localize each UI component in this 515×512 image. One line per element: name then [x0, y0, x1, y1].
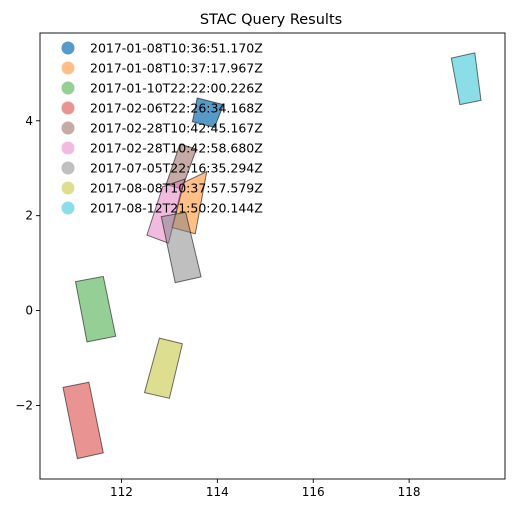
- footprint-polygon-7: [160, 211, 202, 284]
- axes: 112 114 116 118 −2 0 2 4: [15, 32, 506, 499]
- legend: 2017-01-08T10:36:51.170Z 2017-01-08T10:37…: [61, 41, 263, 216]
- legend-label: 2017-07-05T22:16:35.294Z: [90, 161, 263, 176]
- x-tick-label: 114: [206, 485, 229, 499]
- footprint-polygon-3: [74, 275, 117, 343]
- footprint-polygon-8: [143, 337, 184, 399]
- legend-label: 2017-08-12T21:50:20.144Z: [90, 201, 263, 216]
- chart-title: STAC Query Results: [200, 12, 342, 28]
- legend-marker: [61, 161, 75, 175]
- x-tick-label: 116: [302, 485, 325, 499]
- legend-label: 2017-02-06T22:26:34.168Z: [90, 101, 263, 116]
- legend-marker: [61, 121, 75, 135]
- y-tick-label: 4: [25, 114, 33, 128]
- axes-frame: [39, 32, 506, 480]
- legend-label: 2017-02-28T10:42:58.680Z: [90, 141, 263, 156]
- legend-marker: [61, 101, 75, 115]
- x-tick-label: 112: [110, 485, 133, 499]
- legend-label: 2017-02-28T10:42:45.167Z: [90, 121, 263, 136]
- legend-marker: [61, 61, 75, 75]
- footprint-polygon-9: [450, 52, 482, 106]
- y-tick-label: −2: [15, 398, 33, 412]
- legend-marker: [61, 141, 75, 155]
- legend-label: 2017-01-10T22:22:00.226Z: [90, 81, 263, 96]
- y-tick-label: 0: [25, 304, 33, 318]
- legend-marker: [61, 81, 75, 95]
- y-tick-label: 2: [25, 209, 33, 223]
- legend-marker: [61, 201, 75, 215]
- plot-area: [62, 52, 482, 460]
- legend-marker: [61, 181, 75, 195]
- legend-marker: [61, 41, 75, 55]
- legend-label: 2017-08-08T10:37:57.579Z: [90, 181, 263, 196]
- footprint-polygon-1: [191, 97, 225, 128]
- footprint-polygon-4: [62, 381, 104, 460]
- legend-label: 2017-01-08T10:36:51.170Z: [90, 41, 263, 56]
- legend-label: 2017-01-08T10:37:17.967Z: [90, 61, 263, 76]
- x-tick-label: 118: [398, 485, 421, 499]
